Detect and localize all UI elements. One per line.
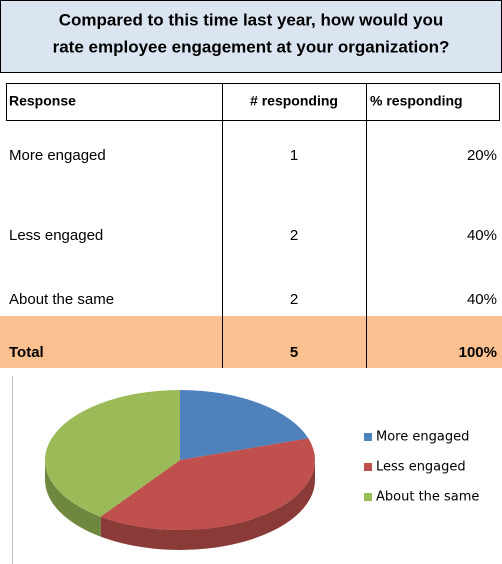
pie-side [45,460,101,537]
total-cell: 100% [459,344,497,361]
header-cell: # responding [250,93,338,109]
table-lines [6,83,500,368]
legend-swatch [364,493,372,501]
cell: About the same [9,291,114,308]
pie-side [100,460,316,550]
cell: 2 [290,291,298,308]
total-cell: Total [9,344,44,361]
pie-slice [180,390,309,460]
title-box [0,0,502,73]
title-line: Compared to this time last year, how wou… [59,10,443,29]
pie-slice [45,390,180,517]
header-cell: % responding [370,93,463,109]
legend-swatch [364,433,372,441]
pie-slice [100,438,316,530]
title-line: rate employee engagement at your organiz… [53,37,450,56]
header-cell: Response [9,93,76,109]
cell: Less engaged [9,227,103,244]
cell: 20% [467,147,497,164]
total-cell: 5 [290,344,298,361]
cell: More engaged [9,147,106,164]
legend-swatch [364,463,372,471]
cell: 40% [467,291,497,308]
cell: 1 [290,147,298,164]
legend-label: Less engaged [376,460,466,475]
legend-label: About the same [376,490,479,505]
cell: 2 [290,227,298,244]
total-row-bg [0,316,502,368]
cell: 40% [467,227,497,244]
legend-label: More engaged [376,430,469,445]
